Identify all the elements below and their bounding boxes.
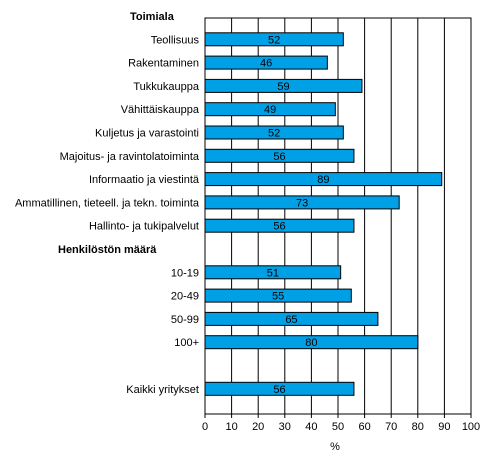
x-tick-label: 100 xyxy=(462,421,480,433)
data-label: 73 xyxy=(296,197,308,209)
x-tick-label: 90 xyxy=(438,421,450,433)
bar xyxy=(204,311,379,326)
x-axis: 0 10 20 30 40 50 60 70 80 90 100 xyxy=(202,414,480,433)
bar xyxy=(204,78,363,93)
bars xyxy=(204,32,443,396)
data-label: 51 xyxy=(267,267,279,279)
bar xyxy=(204,335,419,350)
group-label: Henkilöstön määrä xyxy=(58,244,157,256)
category-label: Informaatio ja viestintä xyxy=(89,174,200,186)
category-label: 100+ xyxy=(174,337,199,349)
category-label: Kuljetus ja varastointi xyxy=(95,128,199,140)
data-label: 59 xyxy=(277,81,289,93)
category-label: 10-19 xyxy=(171,267,199,279)
bar xyxy=(204,172,443,187)
data-label: 56 xyxy=(273,384,285,396)
group-label: Toimiala xyxy=(130,11,175,23)
x-tick-label: 40 xyxy=(305,421,317,433)
data-label: 80 xyxy=(305,337,317,349)
category-label: Teollisuus xyxy=(151,34,200,46)
data-label: 46 xyxy=(260,58,272,70)
data-label: 89 xyxy=(317,174,329,186)
category-label: Vähittäiskauppa xyxy=(121,104,200,116)
category-label: Ammatillinen, tieteell. ja tekn. toimint… xyxy=(15,197,200,209)
category-label: Kaikki yritykset xyxy=(126,384,199,396)
category-label: 20-49 xyxy=(171,291,199,303)
x-tick-label: 20 xyxy=(252,421,264,433)
data-label: 56 xyxy=(273,221,285,233)
x-tick-label: 10 xyxy=(225,421,237,433)
bar xyxy=(204,381,355,396)
category-label: 50-99 xyxy=(171,314,199,326)
bar xyxy=(204,32,344,47)
bar xyxy=(204,195,400,210)
data-label: 52 xyxy=(268,34,280,46)
bar xyxy=(204,102,336,117)
category-label: Tukkukauppa xyxy=(133,81,200,93)
category-label: Majoitus- ja ravintolatoiminta xyxy=(60,151,200,163)
bar xyxy=(204,125,344,140)
data-label: 65 xyxy=(285,314,297,326)
bar xyxy=(204,218,355,233)
x-tick-label: 50 xyxy=(332,421,344,433)
data-label: 56 xyxy=(273,151,285,163)
bar xyxy=(204,288,352,303)
x-tick-label: 70 xyxy=(385,421,397,433)
bar xyxy=(204,265,342,280)
x-tick-label: 0 xyxy=(202,421,208,433)
x-tick-label: 60 xyxy=(358,421,370,433)
category-label: Rakentaminen xyxy=(128,58,199,70)
group-labels: Toimiala Henkilöstön määrä xyxy=(58,11,175,256)
x-tick-label: 30 xyxy=(279,421,291,433)
x-axis-title: % xyxy=(330,441,340,453)
data-label: 49 xyxy=(264,104,276,116)
category-labels: Teollisuus Rakentaminen Tukkukauppa Vähittä… xyxy=(15,34,200,396)
bar xyxy=(204,148,355,163)
data-label: 55 xyxy=(272,291,284,303)
bar xyxy=(204,55,328,70)
x-tick-label: 80 xyxy=(412,421,424,433)
category-label: Hallinto- ja tukipalvelut xyxy=(89,221,199,233)
data-label: 52 xyxy=(268,128,280,140)
